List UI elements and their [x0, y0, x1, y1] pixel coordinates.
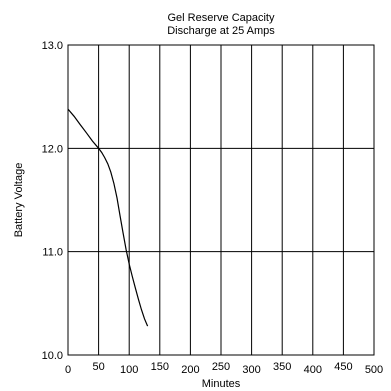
y-tick-label: 13.0: [42, 40, 63, 52]
x-tick-label: 100: [120, 364, 138, 376]
plot-frame: [67, 44, 375, 356]
x-tick-label: 50: [92, 361, 104, 373]
y-tick-label: 11.0: [42, 247, 63, 259]
chart-subtitle: Discharge at 25 Amps: [167, 25, 275, 37]
x-tick-label: 450: [334, 361, 352, 373]
x-tick-label: 200: [181, 364, 199, 376]
x-axis-label: Minutes: [202, 378, 241, 390]
series-layer: [67, 108, 149, 327]
grid: [68, 45, 374, 355]
discharge-line: [67, 108, 149, 327]
x-tick-label: 500: [365, 364, 383, 376]
y-axis-label: Battery Voltage: [13, 163, 25, 238]
x-tick-label: 150: [151, 361, 169, 373]
x-tick-label: 350: [273, 361, 291, 373]
y-tick-label: 12.0: [42, 143, 63, 155]
x-tick-label: 400: [304, 364, 322, 376]
x-tick-label: 0: [65, 364, 71, 376]
chart-title: Gel Reserve Capacity: [168, 12, 275, 24]
y-tick-label: 10.0: [42, 350, 63, 362]
x-tick-label: 300: [242, 364, 260, 376]
x-tick-label: 250: [212, 361, 230, 373]
tick-labels: 0 50 100 150 200 250 300 350 400 450 500 10.0 11.0 12…: [42, 40, 384, 376]
